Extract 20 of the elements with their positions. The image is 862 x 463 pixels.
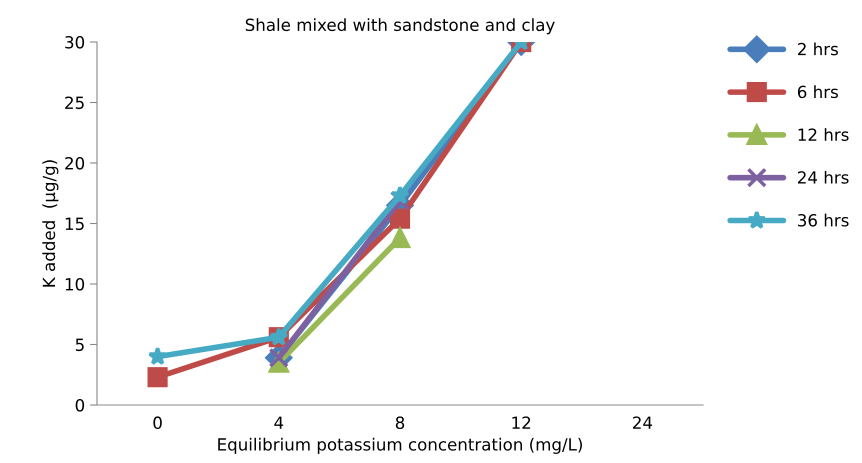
- legend-label: 2 hrs: [798, 42, 838, 56]
- x-tick-label: 4: [274, 416, 284, 429]
- legend-label: 24 hrs: [798, 170, 849, 184]
- y-tick-label: 10: [66, 278, 84, 291]
- y-axis-title: K added (µg/g): [42, 160, 58, 287]
- y-tick-label: 30: [65, 36, 84, 49]
- x-tick-label: 8: [396, 416, 404, 430]
- legend-label: 12 hrs: [798, 128, 849, 141]
- y-tick-label: 20: [65, 156, 84, 170]
- chart-title: Shale mixed with sandstone and clay: [246, 18, 555, 34]
- y-tick-label: 15: [66, 218, 84, 230]
- x-axis-title: Equilibrium potassium concentration (mg/L): [218, 438, 582, 454]
- y-tick-label: 5: [76, 338, 84, 352]
- x-tick-label: 0: [153, 416, 162, 430]
- y-tick-label: 0: [76, 398, 84, 412]
- y-tick-label: 25: [65, 96, 84, 110]
- x-tick-label: 24: [633, 416, 652, 429]
- legend-label: 36 hrs: [798, 214, 849, 227]
- legend-label: 6 hrs: [798, 85, 838, 98]
- x-tick-label: 12: [512, 416, 530, 429]
